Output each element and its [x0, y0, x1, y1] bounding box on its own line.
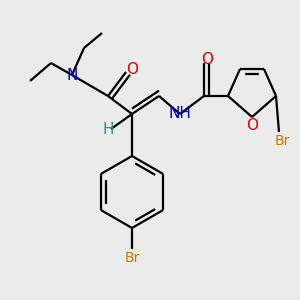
Text: O: O [246, 118, 258, 134]
Text: H: H [102, 122, 114, 136]
Text: NH: NH [169, 106, 191, 122]
Text: O: O [126, 61, 138, 76]
Text: Br: Br [274, 134, 290, 148]
Text: O: O [201, 52, 213, 68]
Text: N: N [66, 68, 78, 82]
Text: Br: Br [124, 251, 140, 265]
